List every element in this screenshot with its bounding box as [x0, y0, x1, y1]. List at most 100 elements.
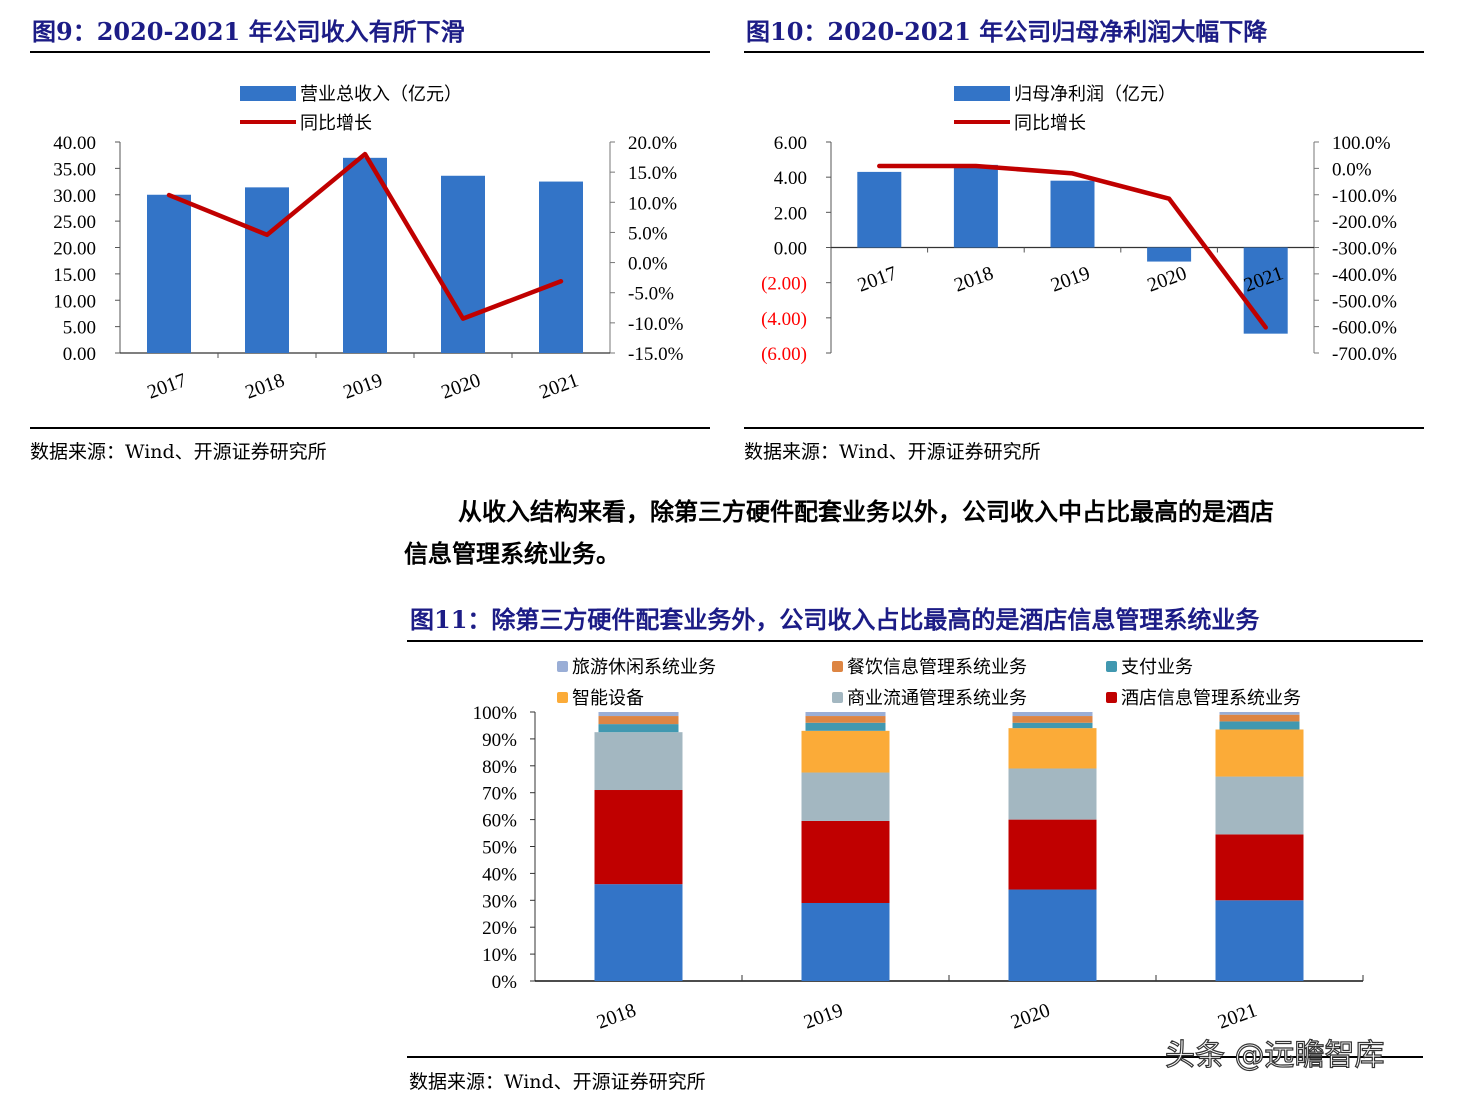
left-axis-tick-label: 20.00 [53, 239, 96, 260]
divider [744, 427, 1424, 429]
body-paragraph-line-1: 从收入结构来看，除第三方硬件配套业务以外，公司收入中占比最高的是酒店 [458, 497, 1274, 526]
x-axis-label: 2019 [1048, 262, 1093, 296]
bar-2020 [441, 175, 485, 353]
bar-2018 [953, 164, 998, 248]
right-axis-tick-label: -15.0% [628, 344, 684, 365]
segment-2020-旅游休闲系统业务 [1012, 712, 1093, 717]
legend-swatch [557, 660, 568, 672]
y-axis-tick-label: 90% [482, 730, 517, 751]
left-axis-tick-label: (6.00) [761, 344, 807, 365]
x-axis-label: 2017 [855, 262, 900, 296]
figure-9-title: 图9：2020-2021 年公司收入有所下滑 [32, 17, 465, 46]
segment-2019-商业流通管理系统业务 [801, 772, 890, 821]
divider [407, 640, 1423, 642]
x-axis-label: 2019 [340, 369, 385, 403]
legend-swatch [1106, 691, 1117, 703]
segment-2018-series-0 [594, 884, 683, 981]
left-axis-tick-label: (4.00) [761, 309, 807, 330]
bar-2018 [245, 187, 289, 353]
x-axis-label: 2020 [1008, 999, 1053, 1033]
y-axis-tick-label: 80% [482, 757, 517, 778]
left-axis-tick-label: (2.00) [761, 274, 807, 295]
legend-item: 营业总收入（亿元） [240, 80, 462, 106]
legend-swatch [1106, 660, 1117, 672]
legend-item: 支付业务 [1106, 653, 1193, 679]
right-axis-tick-label: -700.0% [1332, 344, 1397, 365]
right-axis-tick-label: -5.0% [628, 284, 674, 305]
right-axis-tick-label: 0.0% [1332, 159, 1372, 180]
right-axis-tick-label: -300.0% [1332, 239, 1397, 260]
legend-label: 酒店信息管理系统业务 [1121, 688, 1301, 709]
legend-item: 同比增长 [240, 109, 372, 135]
legend-label: 旅游休闲系统业务 [572, 657, 716, 678]
bar-2021 [1243, 247, 1288, 334]
segment-2020-餐饮信息管理系统业务 [1012, 716, 1093, 723]
left-axis-tick-label: 15.00 [53, 265, 96, 286]
y-axis-tick-label: 100% [473, 703, 518, 724]
figure-11-source: 数据来源：Wind、开源证券研究所 [409, 1071, 706, 1093]
segment-2021-series-0 [1215, 900, 1304, 981]
left-axis-tick-label: 0.00 [63, 344, 96, 365]
y-axis-tick-label: 20% [482, 918, 517, 939]
y-axis-tick-label: 50% [482, 838, 517, 859]
right-axis-tick-label: -600.0% [1332, 318, 1397, 339]
legend-line-swatch [240, 120, 296, 124]
legend-item: 商业流通管理系统业务 [832, 684, 1027, 710]
legend-swatch [832, 660, 843, 672]
legend-item: 餐饮信息管理系统业务 [832, 653, 1027, 679]
legend-label: 归母净利润（亿元） [1014, 84, 1176, 105]
body-paragraph-line-2: 信息管理系统业务。 [404, 539, 620, 568]
left-axis-tick-label: 6.00 [774, 133, 807, 154]
left-axis-tick-label: 35.00 [53, 159, 96, 180]
divider [30, 51, 710, 53]
bar-2019 [343, 157, 387, 353]
segment-2019-酒店信息管理系统业务 [801, 820, 890, 903]
x-axis-label: 2021 [536, 369, 581, 403]
segment-2018-支付业务 [598, 724, 679, 733]
legend-item: 旅游休闲系统业务 [557, 653, 716, 679]
bar-2017 [857, 171, 902, 248]
left-axis-tick-label: 0.00 [774, 239, 807, 260]
right-axis-tick-label: 10.0% [628, 193, 677, 214]
y-axis-tick-label: 10% [482, 945, 517, 966]
figure-9-source: 数据来源：Wind、开源证券研究所 [30, 441, 327, 463]
divider [30, 427, 710, 429]
legend-label: 同比增长 [1014, 113, 1086, 134]
legend-item: 酒店信息管理系统业务 [1106, 684, 1301, 710]
segment-2018-旅游休闲系统业务 [598, 712, 679, 717]
legend-swatch [954, 85, 1010, 101]
left-axis-tick-label: 4.00 [774, 168, 807, 189]
divider [744, 51, 1424, 53]
segment-2020-商业流通管理系统业务 [1008, 768, 1097, 820]
x-axis-label: 2018 [951, 262, 996, 296]
segment-2020-酒店信息管理系统业务 [1008, 819, 1097, 890]
figure-11-title: 图11：除第三方硬件配套业务外，公司收入占比最高的是酒店信息管理系统业务 [410, 605, 1260, 634]
bar-2017 [147, 194, 191, 353]
segment-2019-旅游休闲系统业务 [805, 712, 886, 717]
legend-swatch [832, 691, 843, 703]
watermark: 头条 @远瞻智库 [1164, 1037, 1385, 1073]
legend-label: 营业总收入（亿元） [300, 84, 462, 105]
legend-line-swatch [954, 120, 1010, 124]
segment-2019-支付业务 [805, 722, 886, 731]
legend-swatch [240, 85, 296, 101]
bar-2019 [1050, 180, 1095, 248]
right-axis-tick-label: 15.0% [628, 163, 677, 184]
segment-2021-商业流通管理系统业务 [1215, 776, 1304, 835]
right-axis-tick-label: -500.0% [1332, 291, 1397, 312]
legend-label: 同比增长 [300, 113, 372, 134]
segment-2019-智能设备 [801, 730, 890, 773]
legend-label: 餐饮信息管理系统业务 [847, 657, 1027, 678]
segment-2021-智能设备 [1215, 729, 1304, 777]
right-axis-tick-label: -100.0% [1332, 186, 1397, 207]
left-axis-tick-label: 5.00 [63, 318, 96, 339]
x-axis-label: 2017 [144, 369, 189, 403]
bar-2020 [1147, 247, 1192, 262]
segment-2020-支付业务 [1012, 722, 1093, 729]
segment-2021-支付业务 [1219, 721, 1300, 730]
y-axis-tick-label: 0% [492, 972, 518, 993]
segment-2021-酒店信息管理系统业务 [1215, 834, 1304, 901]
divider [407, 1056, 1423, 1058]
bar-2021 [539, 181, 583, 353]
